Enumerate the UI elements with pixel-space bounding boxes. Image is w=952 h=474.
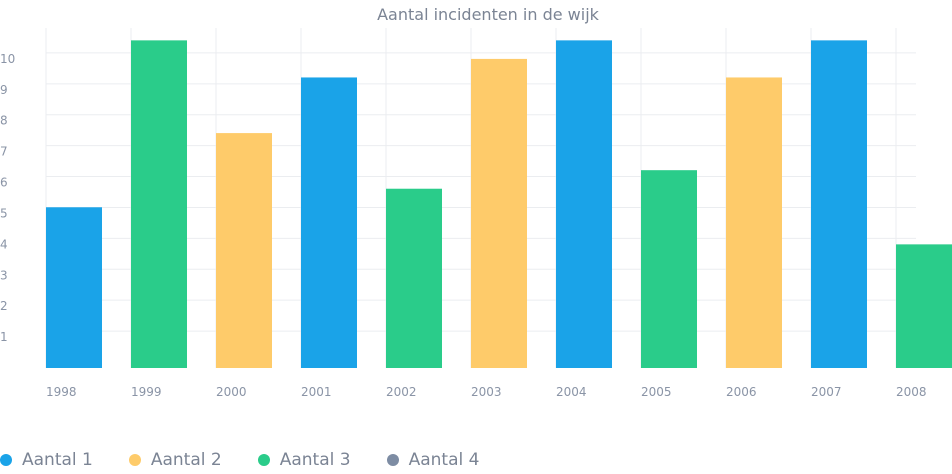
y-tick-label: 8 (0, 114, 8, 128)
x-tick-label: 2005 (641, 385, 672, 399)
x-tick-label: 2000 (216, 385, 247, 399)
x-axis-ticks: 1998 1999 2000 2001 2002 2003 2004 2005 2006 2007… (46, 385, 927, 399)
legend-item[interactable]: Aantal 1 (0, 450, 93, 470)
legend: Aantal 1 Aantal 2 Aantal 3 Aantal 4 (0, 448, 515, 472)
legend-label: Aantal 2 (150, 450, 222, 470)
x-tick-label: 1999 (131, 385, 162, 399)
y-tick-label: 9 (0, 83, 8, 97)
legend-dot-icon (257, 454, 270, 466)
bar-2006[interactable] (726, 77, 782, 369)
bar-1998[interactable] (46, 207, 102, 368)
x-tick-label: 2002 (386, 385, 417, 399)
chart-title: Aantal incidenten in de wijk (377, 5, 600, 24)
bar-2007[interactable] (811, 40, 867, 368)
y-tick-label: 2 (0, 299, 8, 313)
x-tick-label: 2003 (471, 385, 502, 399)
legend-label: Aantal 4 (408, 450, 480, 470)
bar-2005[interactable] (641, 170, 697, 368)
bar-2003[interactable] (471, 58, 527, 369)
legend-item[interactable]: Aantal 4 (386, 450, 480, 470)
bar-1999[interactable] (131, 40, 187, 368)
x-tick-label: 2008 (896, 385, 927, 399)
y-tick-label: 1 (0, 330, 8, 344)
y-tick-label: 6 (0, 176, 8, 190)
y-tick-label: 10 (0, 52, 15, 66)
x-tick-label: 2001 (301, 385, 332, 399)
bar-2004[interactable] (556, 40, 612, 368)
bar-2001[interactable] (301, 77, 357, 369)
legend-item[interactable]: Aantal 2 (128, 450, 222, 470)
y-tick-label: 7 (0, 145, 8, 159)
x-tick-label: 2006 (726, 385, 757, 399)
bars (46, 40, 952, 369)
legend-label: Aantal 3 (279, 450, 351, 470)
bar-2002[interactable] (386, 188, 442, 368)
legend-label: Aantal 1 (22, 450, 93, 470)
y-tick-label: 3 (0, 268, 8, 282)
y-tick-label: 5 (0, 206, 8, 220)
y-axis-ticks: 1 2 3 4 5 6 7 8 9 10 (0, 52, 15, 344)
legend-dot-icon (0, 454, 12, 466)
x-tick-label: 1998 (46, 385, 77, 399)
legend-dot-icon (128, 454, 141, 466)
x-tick-label: 2004 (556, 385, 587, 399)
legend-item[interactable]: Aantal 3 (257, 450, 351, 470)
legend-dot-icon (386, 454, 399, 466)
x-tick-label: 2007 (811, 385, 842, 399)
y-tick-label: 4 (0, 237, 8, 251)
bar-2000[interactable] (216, 133, 272, 368)
bar-2008[interactable] (896, 244, 952, 368)
